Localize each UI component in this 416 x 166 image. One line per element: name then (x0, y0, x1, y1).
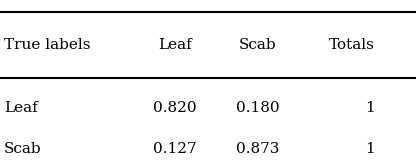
Text: 0.873: 0.873 (236, 142, 280, 156)
Text: Leaf: Leaf (158, 38, 192, 52)
Text: 0.820: 0.820 (153, 101, 196, 115)
Text: True labels: True labels (4, 38, 91, 52)
Text: 1: 1 (365, 101, 374, 115)
Text: 1: 1 (365, 142, 374, 156)
Text: Totals: Totals (329, 38, 374, 52)
Text: Scab: Scab (239, 38, 277, 52)
Text: 0.127: 0.127 (153, 142, 196, 156)
Text: 0.180: 0.180 (236, 101, 280, 115)
Text: Scab: Scab (4, 142, 42, 156)
Text: Leaf: Leaf (4, 101, 38, 115)
